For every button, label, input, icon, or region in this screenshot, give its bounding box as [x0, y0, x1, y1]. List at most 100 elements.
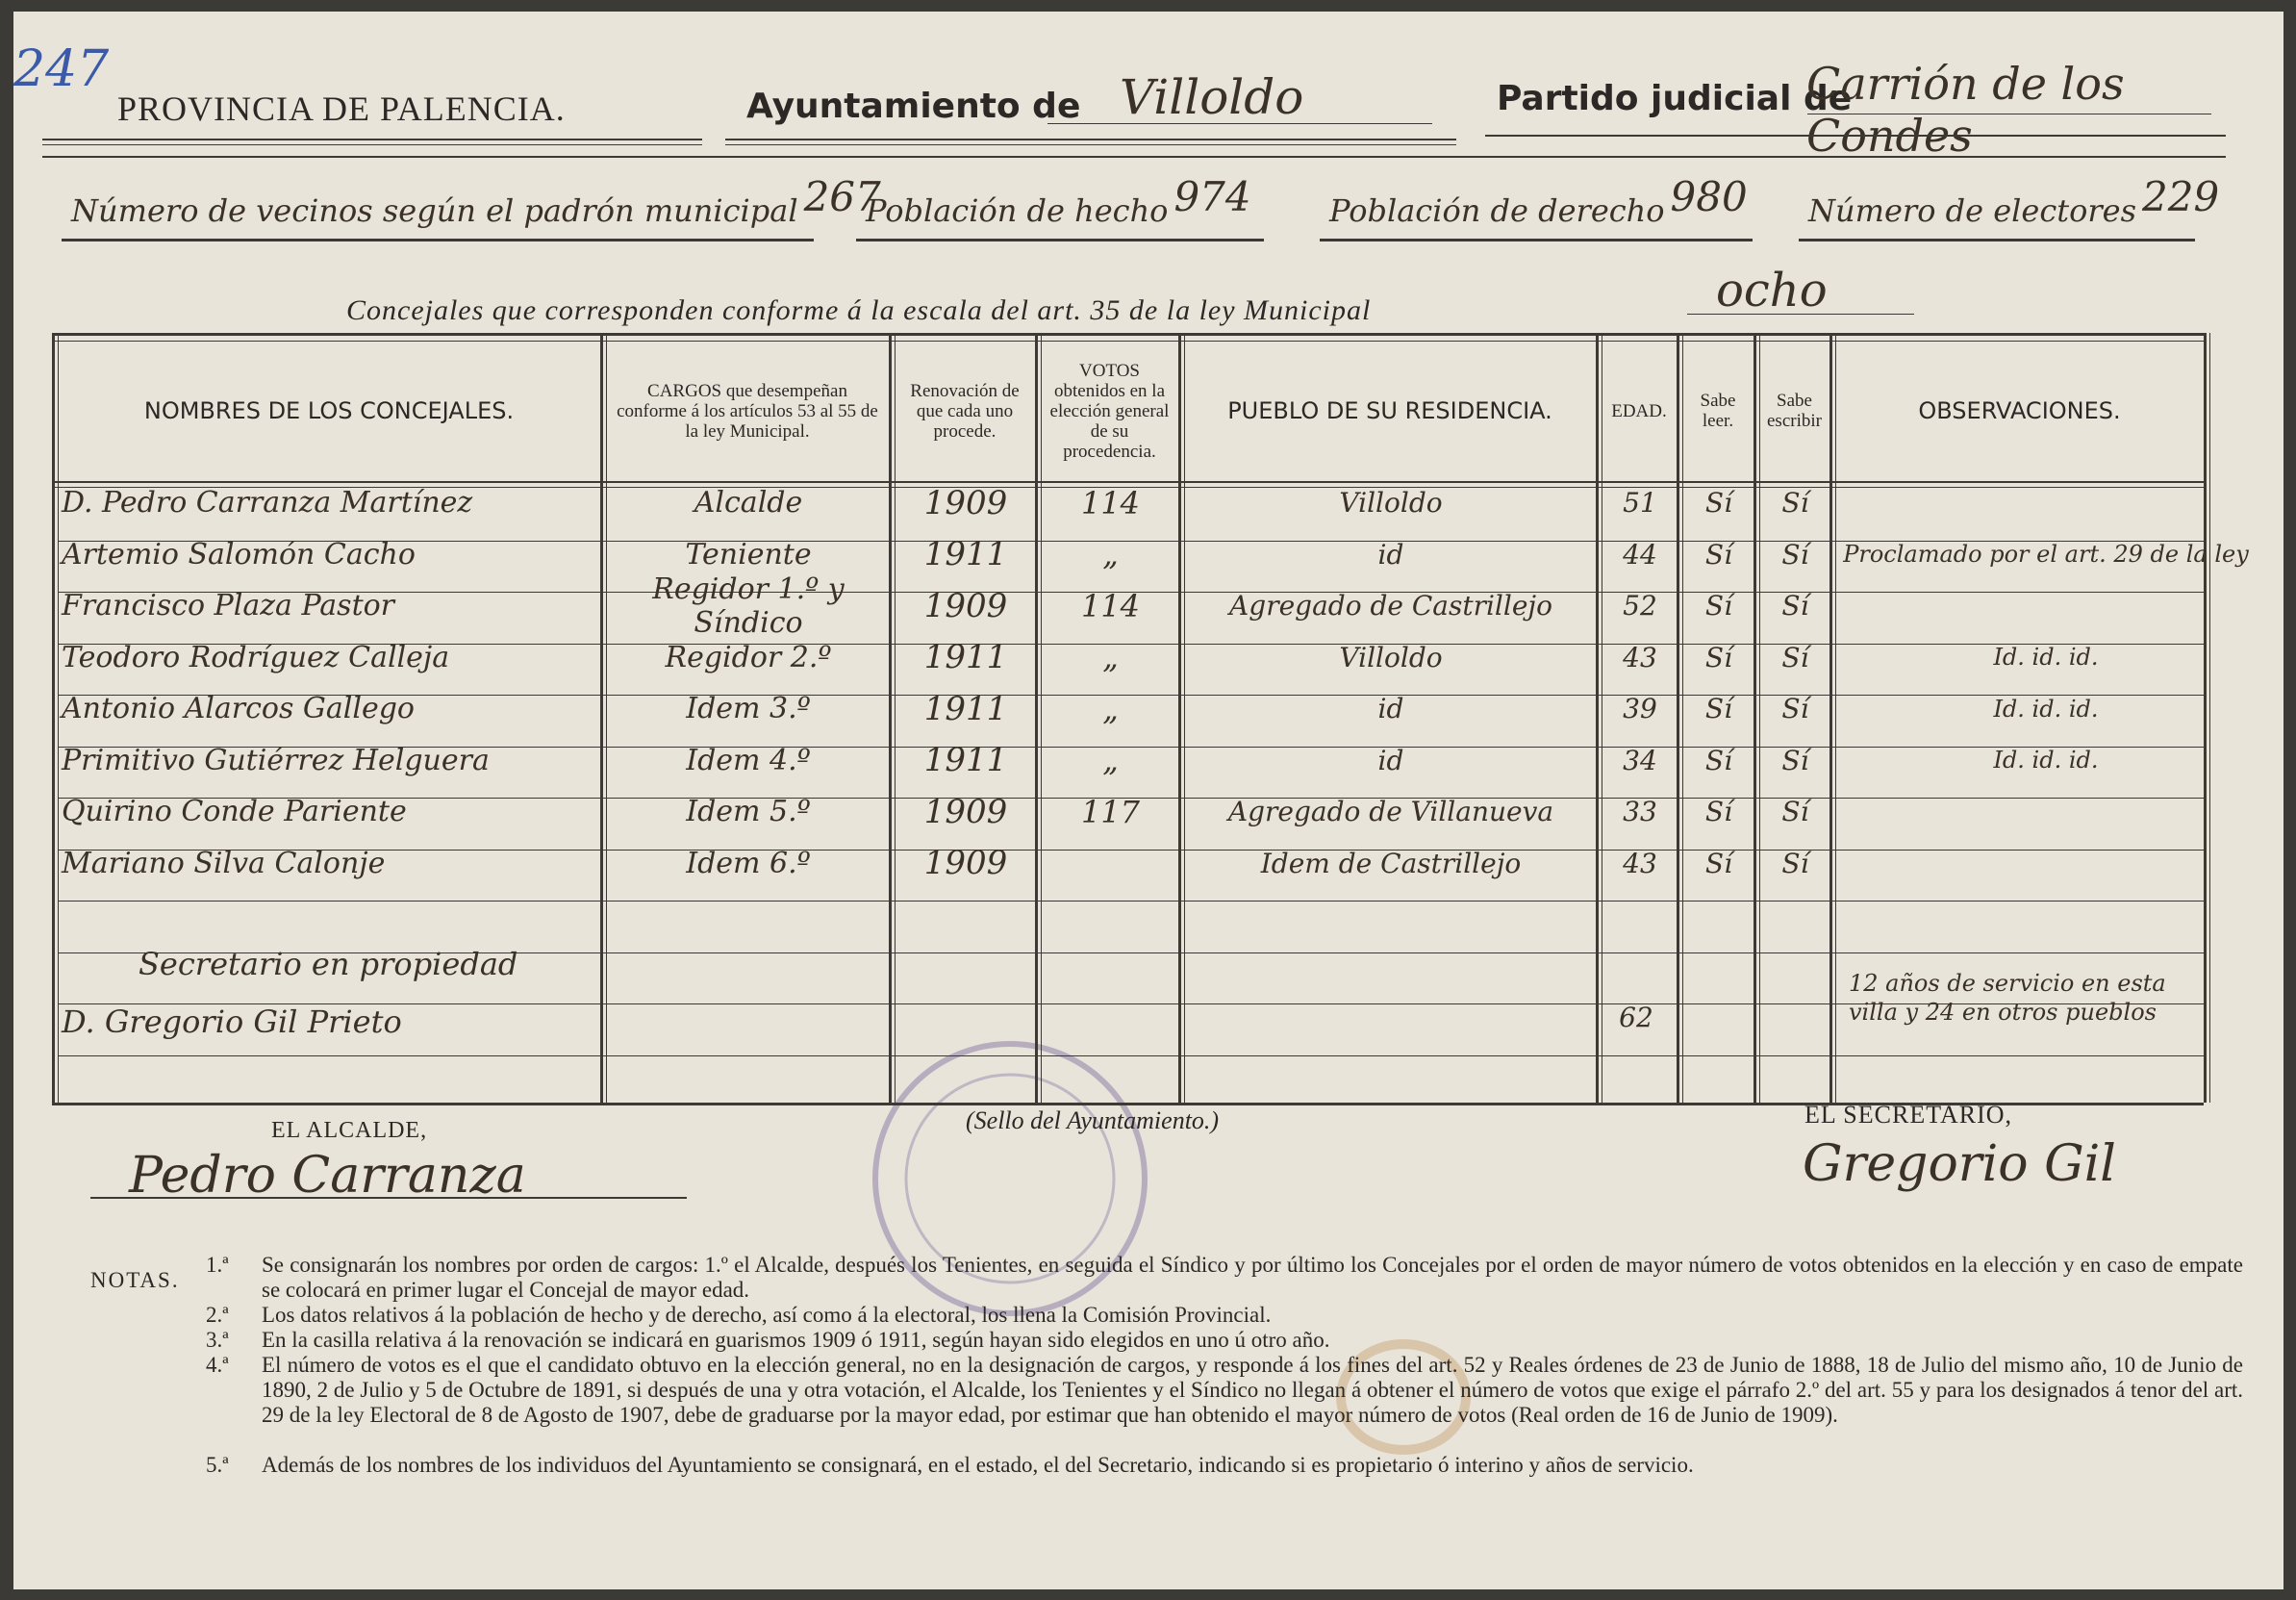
column-header: EDAD.: [1611, 400, 1667, 421]
alcalde-signature: Pedro Carranza: [129, 1147, 526, 1205]
rule: [52, 1103, 2204, 1105]
cell-pueblo: Villoldo: [1339, 487, 1443, 520]
cell-edad: 44: [1623, 538, 1657, 571]
rule: [856, 239, 1264, 241]
concejales-label: Concejales que corresponden conforme á l…: [346, 294, 1372, 326]
rule: [606, 333, 607, 1103]
rule: [42, 139, 702, 140]
rule: [42, 144, 702, 145]
note-text: Se consignarán los nombres por orden de …: [262, 1253, 2243, 1302]
rule: [58, 643, 2204, 645]
rule: [58, 592, 2204, 593]
column-header: PUEBLO DE SU RESIDENCIA.: [1227, 397, 1552, 424]
cell-cargo: Regidor 2.º: [665, 640, 832, 674]
cell-nombre: Artemio Salomón Cacho: [62, 537, 416, 571]
note-marker: 3.ª: [206, 1328, 229, 1352]
cell-pueblo: id: [1377, 538, 1404, 571]
partido-label: Partido judicial de: [1497, 79, 1853, 118]
rule: [1485, 135, 2226, 137]
rule: [1184, 333, 1185, 1103]
cell-edad: 43: [1623, 641, 1657, 673]
cell-votos: „: [1102, 690, 1119, 727]
column-header: NOMBRES DE LOS CONCEJALES.: [143, 397, 515, 424]
rule: [1835, 333, 1836, 1103]
sello-label: (Sello del Ayuntamiento.): [966, 1106, 1220, 1134]
rule: [1035, 333, 1038, 1103]
note-text: Además de los nombres de los individuos …: [262, 1453, 1694, 1477]
rule: [1829, 333, 1832, 1103]
rule: [1759, 333, 1760, 1103]
ayuntamiento: Villoldo: [1120, 69, 1304, 125]
cell-votos: „: [1102, 639, 1119, 676]
rule: [58, 333, 59, 1103]
cell-cargo: Alcalde: [694, 486, 803, 521]
cell-leer: Sí: [1704, 538, 1733, 571]
rule: [1677, 333, 1679, 1103]
cell-observaciones: Id. id. id.: [1993, 644, 2099, 672]
stat-value: 974: [1173, 173, 1251, 220]
rule: [1596, 333, 1599, 1103]
column-header: Sabe escribir: [1767, 391, 1822, 431]
rule: [725, 139, 1456, 140]
cell-edad: 39: [1623, 693, 1657, 725]
cell-cargo: Teniente: [685, 537, 812, 571]
note-marker: 2.ª: [206, 1303, 229, 1327]
note-marker: 1.ª: [206, 1253, 229, 1277]
cell-cargo: Idem 4.º: [686, 743, 811, 777]
rule: [889, 333, 892, 1103]
cell-cargo: Regidor 1.º y Síndico: [652, 571, 845, 640]
secretario-signature: Gregorio Gil: [1803, 1135, 2116, 1193]
cell-renovacion: 1911: [923, 689, 1008, 728]
cell-pueblo: Villoldo: [1339, 641, 1443, 673]
note-marker: 4.ª: [206, 1353, 229, 1377]
cell-nombre: Francisco Plaza Pastor: [62, 589, 395, 623]
cell-leer: Sí: [1704, 744, 1733, 776]
cell-cargo: Idem 6.º: [686, 846, 811, 880]
secretario-label: Secretario en propiedad: [139, 946, 518, 982]
cell-observaciones: Id. id. id.: [1993, 695, 2099, 723]
cell-edad: 34: [1623, 744, 1657, 776]
cell-nombre: Primitivo Gutiérrez Helguera: [62, 743, 490, 777]
cell-leer: Sí: [1704, 796, 1733, 828]
rule: [42, 156, 2226, 158]
cell-pueblo: id: [1377, 744, 1404, 776]
rule: [1687, 314, 1914, 315]
rule: [1320, 239, 1753, 241]
rule: [600, 333, 603, 1103]
stat-value: 267: [803, 173, 881, 220]
cell-cargo: Idem 5.º: [686, 795, 811, 829]
cell-votos: „: [1102, 742, 1119, 779]
cell-edad: 51: [1623, 487, 1657, 520]
rule: [1754, 333, 1756, 1103]
page-number: 247: [13, 40, 110, 98]
stat-value: 229: [2142, 173, 2220, 220]
rule: [52, 487, 2204, 488]
note-marker: 5.ª: [206, 1453, 229, 1477]
column-header: Sabe leer.: [1700, 391, 1736, 431]
cell-pueblo: id: [1377, 693, 1404, 725]
cell-escribir: Sí: [1781, 744, 1809, 776]
cell-votos: 114: [1080, 484, 1141, 521]
rule: [52, 333, 55, 1103]
rule: [52, 481, 2204, 483]
paper: 247 PROVINCIA DE PALENCIA. Ayuntamiento de…: [13, 12, 2283, 1589]
stamp-inner: [904, 1073, 1116, 1284]
cell-pueblo: Agregado de Villanueva: [1227, 796, 1554, 828]
cell-leer: Sí: [1704, 847, 1733, 879]
secretario-observaciones: 12 años de servicio en esta villa y 24 e…: [1849, 970, 2166, 1026]
rule: [58, 695, 2204, 696]
note-text: En la casilla relativa á la renovación s…: [262, 1328, 1330, 1352]
cell-nombre: Teodoro Rodríguez Calleja: [62, 640, 450, 674]
secretario-sign-label: EL SECRETARIO,: [1804, 1101, 2013, 1129]
stat-label: Número de vecinos según el padrón munici…: [71, 192, 798, 229]
column-header: Renovación de que cada uno procede.: [910, 380, 1020, 442]
rule: [58, 901, 2204, 902]
ayuntamiento-label: Ayuntamiento de: [746, 87, 1081, 126]
cell-leer: Sí: [1704, 590, 1733, 622]
rule: [58, 746, 2204, 748]
cell-leer: Sí: [1704, 487, 1733, 520]
rule: [895, 333, 896, 1103]
rule: [90, 1197, 687, 1199]
rule: [1682, 333, 1683, 1103]
stat-value: 980: [1670, 173, 1748, 220]
